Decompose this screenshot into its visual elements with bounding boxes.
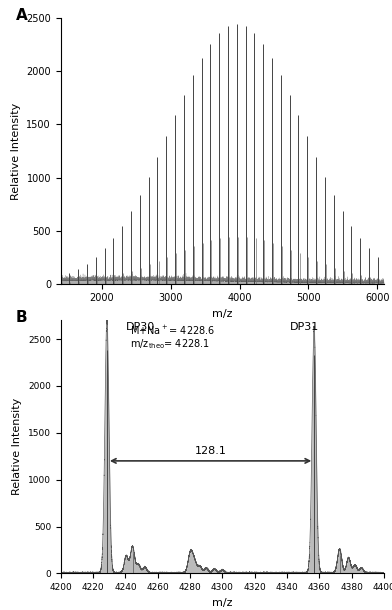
Text: B: B: [15, 310, 27, 325]
X-axis label: m/z: m/z: [212, 309, 233, 319]
Text: M+Na$^+$= 4228.6: M+Na$^+$= 4228.6: [130, 324, 216, 337]
Y-axis label: Relative Intensity: Relative Intensity: [13, 398, 22, 495]
Text: m/z$_{\mathregular{theo}}$= 4228.1: m/z$_{\mathregular{theo}}$= 4228.1: [130, 337, 211, 351]
Text: A: A: [15, 8, 27, 23]
Text: DP30: DP30: [125, 323, 155, 332]
Text: DP31: DP31: [290, 323, 319, 332]
Y-axis label: Relative Intensity: Relative Intensity: [11, 102, 21, 199]
Text: 128.1: 128.1: [195, 446, 227, 456]
X-axis label: m/z: m/z: [212, 598, 233, 608]
